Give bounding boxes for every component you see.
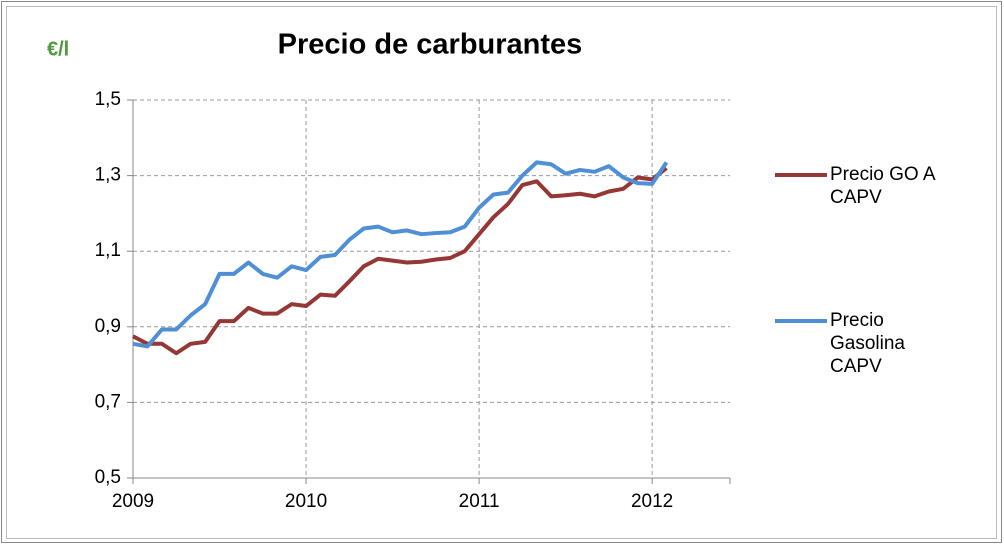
y-tick-label: 1,5: [95, 89, 121, 110]
x-tick-label: 2010: [285, 491, 327, 512]
y-tick-label: 1,3: [95, 165, 121, 186]
y-tick-label: 0,7: [95, 391, 121, 412]
y-tick-label: 0,9: [95, 316, 121, 337]
x-tick-label: 2009: [112, 491, 154, 512]
chart-frame: [6, 6, 997, 539]
x-tick-label: 2011: [459, 491, 500, 512]
line-series: [132, 160, 669, 349]
legend-label: Precio Gasolina CAPV: [830, 310, 905, 377]
chart-title: Precio de carburantes: [278, 29, 583, 61]
line-series: [132, 166, 668, 356]
x-tick-label: 2012: [631, 491, 673, 512]
y-axis-unit: €/l: [47, 38, 69, 60]
legend-label: Precio GO A CAPV: [830, 164, 935, 208]
y-tick-label: 1,1: [95, 240, 121, 261]
y-tick-label: 0,5: [95, 467, 121, 488]
